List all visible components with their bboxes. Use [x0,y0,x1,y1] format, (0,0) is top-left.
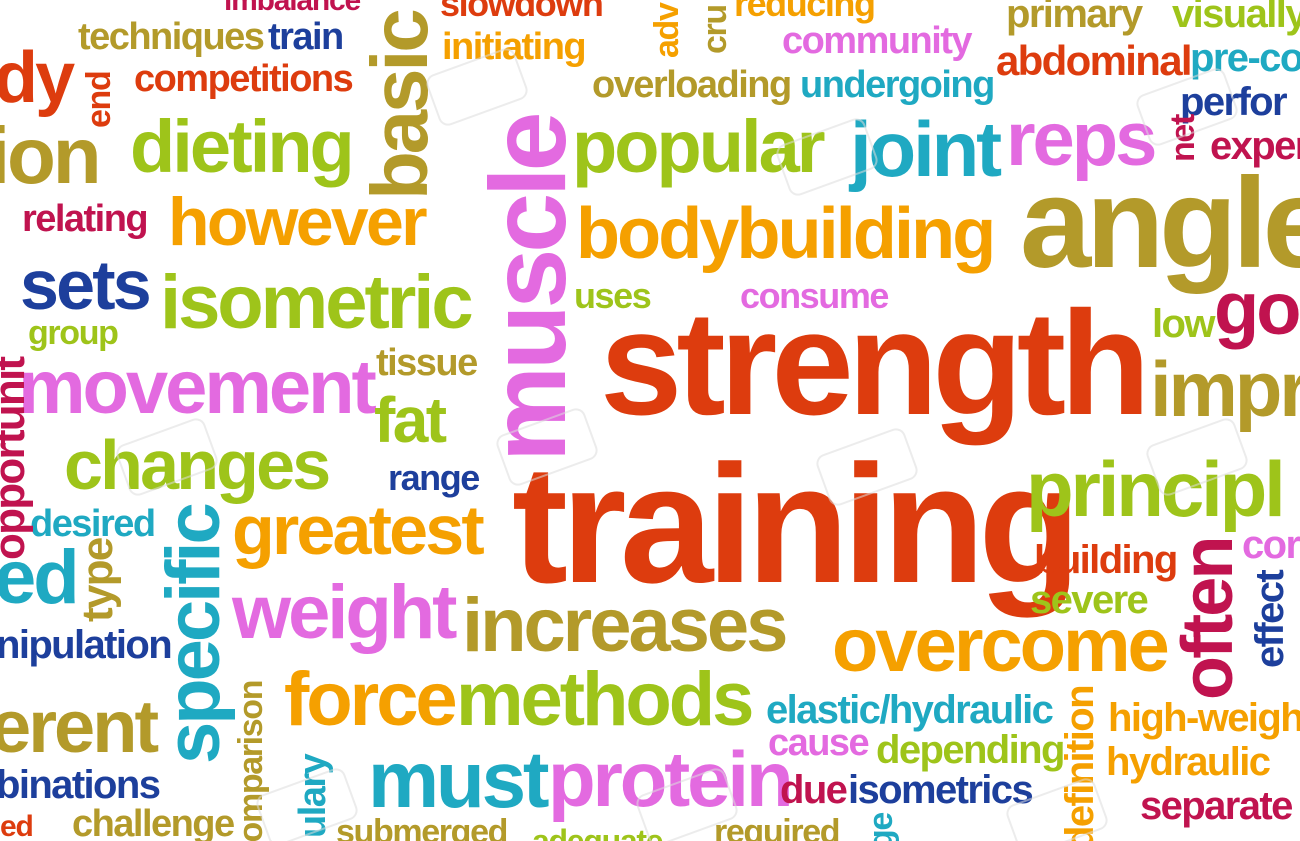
word-movement: movement [18,345,377,430]
word-community: community [782,20,973,62]
word-desired: desired [30,503,156,545]
word-fat: fat [374,384,447,456]
word-greatest: greatest [232,491,485,569]
word-muscle: muscle [467,115,588,462]
word-severe: severe [1030,578,1149,622]
word-adv: adv [648,3,686,58]
word-joint: joint [850,105,1002,193]
word-dieting: dieting [130,105,355,188]
word-separate: separate [1140,784,1293,828]
word-imbalance: imbalance [224,0,361,17]
word-depending: depending [876,728,1065,772]
word-effect: effect [1248,570,1292,668]
word-sets: sets [20,246,152,324]
word-however: however [168,184,428,260]
word-reducing: reducing [734,0,876,24]
word-primary: primary [1006,0,1143,36]
word-go: go [1214,267,1300,350]
word-consume: consume [740,275,889,316]
word-isometric: isometric [160,260,474,345]
word-basic: basic [355,11,444,200]
word-methods: methods [456,657,754,742]
word-tissue: tissue [376,342,478,384]
word-angle: angle [1020,152,1300,295]
word-exper: exper [1210,124,1300,168]
word-competitions: competitions [134,58,354,100]
word-overcome: overcome [832,603,1170,688]
word-low: low [1152,302,1215,346]
word-popular: popular [572,105,826,188]
word-relating: relating [22,198,149,240]
word-specific: specific [151,505,236,764]
word-binations: binations [0,763,161,807]
word-increases: increases [462,583,788,668]
word-slowdown: slowdown [440,0,604,24]
word-end: end [80,71,118,128]
word-dy: dy [0,38,75,118]
word-required: required [714,813,841,841]
word-hydraulic: hydraulic [1106,740,1271,784]
word-changes: changes [64,426,331,504]
word-weight: weight [232,570,457,655]
word-train: train [268,16,344,58]
word-overloading: overloading [592,64,792,106]
word-range: range [388,457,480,498]
word-often: often [1168,538,1248,700]
word-ed: ed [0,535,80,620]
word-training: training [512,430,1081,618]
word-elastic-hydraulic: elastic/hydraulic [766,688,1054,732]
word-cor: cor [1242,523,1300,567]
word-erent: erent [0,685,159,768]
word-high-weigh: high-weigh [1108,696,1300,740]
word-force: force [284,657,458,742]
word-ion: ion [0,111,102,200]
word-techniques: techniques [78,16,265,58]
word-adequate: adequate [532,823,664,841]
word-impr: impr [1150,345,1300,433]
word-building: building [1034,538,1178,582]
word-cru: cru [696,5,734,54]
word-due: due [780,768,848,812]
word-abdominal: abdominal [996,37,1193,84]
word-perfor: perfor [1180,80,1288,124]
word-submerged: submerged [336,813,508,841]
word-visually: visually [1172,0,1300,36]
word-opportunit: opportunit [0,357,34,560]
word-strength: strength [600,281,1151,446]
word-reps: reps [1006,97,1157,182]
word-bodybuilding: bodybuilding [576,194,996,274]
word-undergoing: undergoing [800,64,995,106]
word-principl: principl [1026,445,1286,533]
word-group: group [28,314,119,352]
word-pre-co: pre-co [1190,36,1300,80]
word-challenge: challenge [72,803,235,841]
word-type: type [73,538,122,622]
word-initiating: initiating [442,26,587,68]
word-must: must [368,735,550,824]
word-cause: cause [768,722,870,764]
word-protein: protein [548,735,794,823]
word-isometrics: isometrics [848,768,1034,812]
word-ge: ge [862,813,900,841]
word-nipulation: nipulation [0,623,173,667]
word-uses: uses [574,275,652,316]
word-ed: ed [0,810,34,841]
